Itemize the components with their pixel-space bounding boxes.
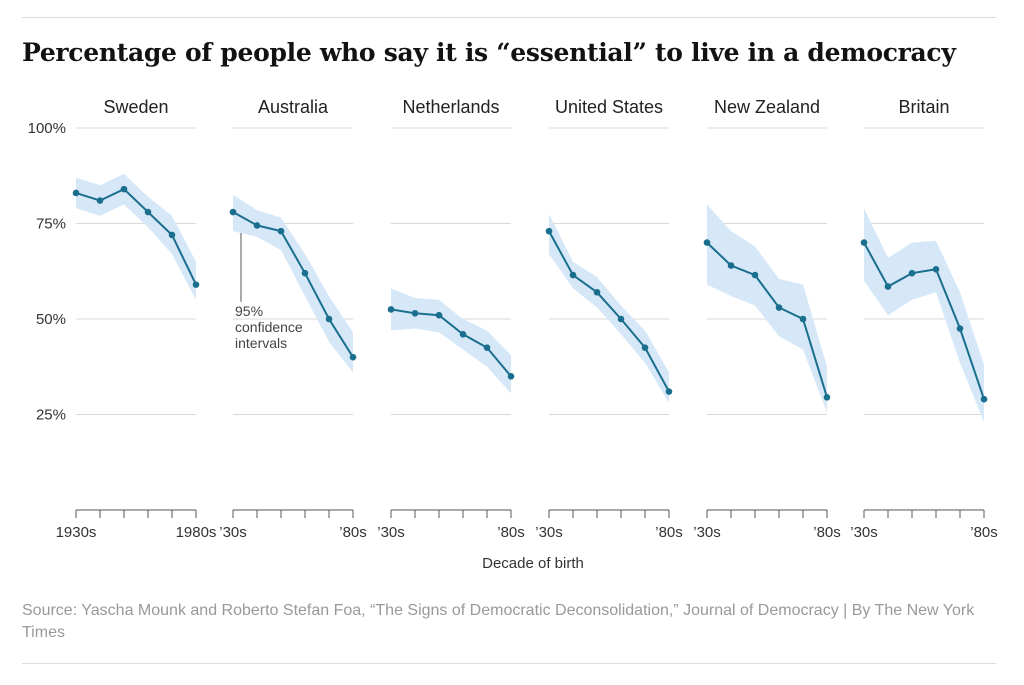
- panel-netherlands: Netherlands ’30s ’80s: [377, 97, 525, 541]
- data-point: [484, 344, 491, 351]
- data-point: [885, 283, 892, 290]
- x-tick-label: ’30s: [377, 524, 405, 541]
- data-point: [824, 394, 831, 401]
- x-tick-label: ’30s: [219, 524, 247, 541]
- data-point: [704, 239, 711, 246]
- y-tick-label: 75%: [36, 216, 66, 233]
- data-point: [666, 388, 673, 395]
- x-tick-label: ’80s: [497, 524, 525, 541]
- confidence-band: [76, 174, 196, 300]
- data-point: [800, 316, 807, 323]
- data-point: [957, 325, 964, 332]
- panel-britain: Britain ’30s ’80s: [850, 97, 998, 541]
- x-tick-label: 1980s: [176, 524, 217, 541]
- data-point: [909, 270, 916, 277]
- x-tick-label: ’30s: [850, 524, 878, 541]
- confidence-band: [864, 208, 984, 422]
- data-point: [933, 266, 940, 273]
- x-tick-label: ’80s: [655, 524, 683, 541]
- panel-title: Australia: [258, 97, 329, 117]
- panel-title: Sweden: [103, 97, 168, 117]
- data-point: [145, 209, 152, 216]
- data-point: [460, 331, 467, 338]
- x-tick-label: ’80s: [970, 524, 998, 541]
- x-tick-label: ’30s: [535, 524, 563, 541]
- confidence-band: [391, 288, 511, 393]
- data-point: [752, 272, 759, 279]
- data-point: [193, 281, 200, 288]
- data-point: [728, 262, 735, 269]
- panel-sweden: Sweden 1930s 1980s: [56, 97, 217, 541]
- data-point: [278, 228, 285, 235]
- data-point: [436, 312, 443, 319]
- data-point: [776, 304, 783, 311]
- panel-new-zealand: New Zealand ’30s ’80s: [693, 97, 841, 541]
- y-tick-label: 25%: [36, 407, 66, 424]
- data-point: [350, 354, 357, 361]
- data-point: [642, 344, 649, 351]
- x-tick-label: 1930s: [56, 524, 97, 541]
- panel-title: United States: [555, 97, 663, 117]
- bottom-divider: [22, 663, 996, 664]
- data-point: [546, 228, 553, 235]
- x-axis-title: Decade of birth: [482, 555, 584, 572]
- confidence-band: [549, 214, 669, 403]
- panel-title: Britain: [898, 97, 949, 117]
- annotation-text: intervals: [235, 335, 287, 351]
- data-point: [254, 222, 261, 229]
- x-tick-label: ’30s: [693, 524, 721, 541]
- data-point: [73, 190, 80, 197]
- data-point: [508, 373, 515, 380]
- data-point: [594, 289, 601, 296]
- y-tick-label: 50%: [36, 311, 66, 328]
- data-point: [861, 239, 868, 246]
- y-tick-label: 100%: [28, 120, 66, 137]
- panel-united-states: United States ’30s ’80s: [535, 97, 683, 541]
- data-point: [618, 316, 625, 323]
- data-point: [97, 197, 104, 204]
- data-point: [302, 270, 309, 277]
- small-multiples-chart: 100% 75% 50% 25% Sweden 1930s 1980s Australia ’3…: [0, 0, 1024, 590]
- data-point: [169, 232, 176, 239]
- data-point: [230, 209, 237, 216]
- x-tick-label: ’80s: [339, 524, 367, 541]
- annotation-text: confidence: [235, 319, 303, 335]
- data-point: [121, 186, 128, 193]
- panel-title: New Zealand: [714, 97, 820, 117]
- confidence-band: [707, 204, 827, 412]
- panel-title: Netherlands: [402, 97, 499, 117]
- data-point: [326, 316, 333, 323]
- data-point: [412, 310, 419, 317]
- source-note: Source: Yascha Mounk and Roberto Stefan …: [22, 600, 1002, 644]
- data-point: [388, 306, 395, 313]
- data-point: [570, 272, 577, 279]
- data-point: [981, 396, 988, 403]
- x-tick-label: ’80s: [813, 524, 841, 541]
- annotation-text: 95%: [235, 303, 263, 319]
